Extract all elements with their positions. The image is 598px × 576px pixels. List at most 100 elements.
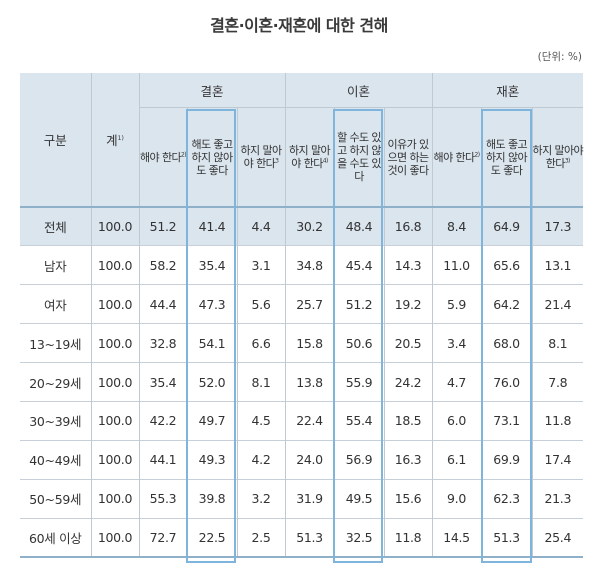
table-cell: 4.2 xyxy=(237,440,286,480)
table-cell: 24.0 xyxy=(285,440,335,480)
table-cell: 8.1 xyxy=(548,335,568,351)
table-cell: 11.8 xyxy=(544,413,572,429)
row-label: 남자 xyxy=(20,245,92,285)
unit-label: (단위: %) xyxy=(537,51,582,63)
table-cell: 64.9 xyxy=(481,207,533,246)
table-cell: 6.6 xyxy=(237,323,286,363)
table-cell: 100.0 xyxy=(91,245,140,285)
table-cell: 8.1 xyxy=(237,362,286,402)
table-cell: 100.0 xyxy=(91,207,140,246)
table-cell: 14.5 xyxy=(432,518,482,558)
table-row: 여자 100.0 44.4 47.3 5.6 25.7 51.2 19.2 5.9 64.2 21.… xyxy=(20,284,584,324)
row-label: 전체 xyxy=(20,207,92,246)
table-row: 40~49세 100.0 44.1 49.3 4.2 24.0 56.9 16.3 6.1 69.… xyxy=(20,440,584,480)
row-label: 40~49세 xyxy=(20,440,92,480)
table-cell: 44.1 xyxy=(139,440,188,480)
table-cell: 54.1 xyxy=(187,323,238,363)
table-cell: 2.5 xyxy=(237,518,286,558)
table-cell: 55.3 xyxy=(139,479,188,519)
table-cell: 65.6 xyxy=(481,245,533,285)
table-row: 남자 100.0 58.2 35.4 3.1 34.8 45.4 14.3 11.0 65.6 13… xyxy=(20,245,584,285)
table-cell: 15.6 xyxy=(384,479,433,519)
table-cell: 11.0 xyxy=(432,245,482,285)
table-cell: 3.4 xyxy=(432,323,482,363)
subheader-7: 해도 좋고 하지 않아도 좋다 xyxy=(481,107,533,207)
table-cell: 100.0 xyxy=(91,440,140,480)
row-label: 50~59세 xyxy=(20,479,92,519)
row-label: 20~29세 xyxy=(20,362,92,402)
table-cell: 5.6 xyxy=(237,284,286,324)
table-cell: 49.3 xyxy=(187,440,238,480)
table-cell: 4.4 xyxy=(237,207,286,246)
table-cell: 41.4 xyxy=(187,207,238,246)
table-cell: 68.0 xyxy=(481,323,533,363)
table-cell: 100.0 xyxy=(91,323,140,363)
table-cell: 35.4 xyxy=(139,362,188,402)
table-cell: 22.5 xyxy=(187,518,238,558)
table-cell: 14.3 xyxy=(384,245,433,285)
table-cell: 50.6 xyxy=(334,323,385,363)
table-cell: 18.5 xyxy=(384,401,433,441)
table-cell: 30.2 xyxy=(285,207,335,246)
table-cell: 34.8 xyxy=(285,245,335,285)
table-cell: 56.9 xyxy=(334,440,385,480)
header-group-remarriage: 재혼 xyxy=(432,73,584,108)
table-cell: 16.3 xyxy=(384,440,433,480)
header-category: 구분 xyxy=(20,73,92,208)
header-group-divorce: 이혼 xyxy=(285,73,433,108)
table-cell: 21.3 xyxy=(544,491,572,507)
table-cell: 17.3 xyxy=(544,219,572,235)
table-cell: 8.4 xyxy=(432,207,482,246)
table-cell: 55.4 xyxy=(334,401,385,441)
table-row: 전체 100.0 51.2 41.4 4.4 30.2 48.4 16.8 8.4 64.9 17.… xyxy=(20,207,584,246)
table-cell: 7.8 xyxy=(548,374,568,390)
table-cell: 13.1 xyxy=(544,257,572,273)
table-cell: 51.3 xyxy=(285,518,335,558)
subheader-1: 해도 좋고 하지 않아도 좋다 xyxy=(187,107,238,207)
table-cell: 47.3 xyxy=(187,284,238,324)
table-cell: 100.0 xyxy=(91,518,140,558)
table-cell: 35.4 xyxy=(187,245,238,285)
table-cell: 13.8 xyxy=(285,362,335,402)
row-label: 60세 이상 xyxy=(20,518,92,558)
table-cell: 49.5 xyxy=(334,479,385,519)
subheader-3: 하지 말아야 한다4) xyxy=(285,107,335,207)
table-cell: 19.2 xyxy=(384,284,433,324)
table-cell: 25.7 xyxy=(285,284,335,324)
row-label: 여자 xyxy=(20,284,92,324)
table-cell: 3.1 xyxy=(237,245,286,285)
subheader-0: 해야 한다2) xyxy=(139,107,188,207)
subheader-5: 이유가 있으면 하는 것이 좋다 xyxy=(384,107,433,207)
subheader-4: 할 수도 있고 하지 않을 수도 있다 xyxy=(334,107,385,207)
table-cell: 64.2 xyxy=(481,284,533,324)
table-cell: 44.4 xyxy=(139,284,188,324)
table-cell: 51.2 xyxy=(139,207,188,246)
table-cell: 20.5 xyxy=(384,323,433,363)
table-cell: 11.8 xyxy=(384,518,433,558)
table-cell: 16.8 xyxy=(384,207,433,246)
table-body: 전체 100.0 51.2 41.4 4.4 30.2 48.4 16.8 8.4 64.9 17.… xyxy=(20,207,584,558)
table-cell: 100.0 xyxy=(91,401,140,441)
table-cell: 17.4 xyxy=(544,452,572,468)
table-cell: 32.8 xyxy=(139,323,188,363)
table-cell: 100.0 xyxy=(91,479,140,519)
table-cell: 5.9 xyxy=(432,284,482,324)
subheader-2: 하지 말아야 한다3 xyxy=(237,107,286,207)
table-cell: 6.0 xyxy=(432,401,482,441)
table-cell: 76.0 xyxy=(481,362,533,402)
table-cell: 32.5 xyxy=(334,518,385,558)
table-cell: 6.1 xyxy=(432,440,482,480)
table-cell: 4.7 xyxy=(432,362,482,402)
table-cell: 39.8 xyxy=(187,479,238,519)
opinion-table: 구분 계1) 결혼 이혼 재혼 해야 한다2) 해도 좋고 하지 않아도 좋다 하지… xyxy=(20,73,584,558)
table-cell: 42.2 xyxy=(139,401,188,441)
table-cell: 51.2 xyxy=(334,284,385,324)
row-label: 13~19세 xyxy=(20,323,92,363)
table-cell: 69.9 xyxy=(481,440,533,480)
subheader-6: 해야 한다2) xyxy=(432,107,482,207)
row-label: 30~39세 xyxy=(20,401,92,441)
table-cell: 24.2 xyxy=(384,362,433,402)
table-cell: 15.8 xyxy=(285,323,335,363)
table-cell: 48.4 xyxy=(334,207,385,246)
table-cell: 58.2 xyxy=(139,245,188,285)
